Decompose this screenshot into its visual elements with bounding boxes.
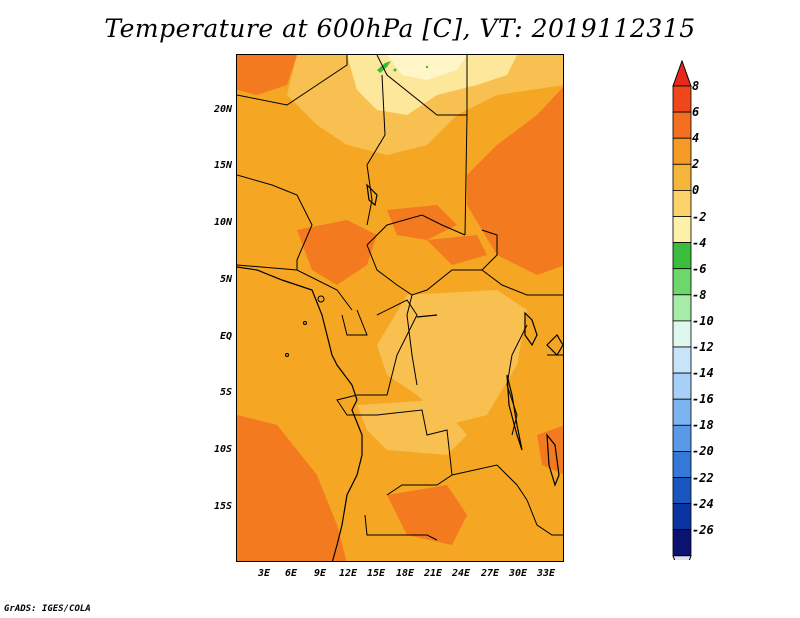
warm-patch-south <box>387 485 467 545</box>
colorbar-segment <box>672 529 692 557</box>
lon-label: 15E <box>366 568 386 579</box>
warm-patch-mozambique <box>537 425 563 475</box>
colorbar-segment <box>672 85 692 113</box>
colorbar-label: -16 <box>692 392 714 407</box>
warm-region-sudan <box>467 87 563 275</box>
lat-label: 15N <box>213 160 232 171</box>
colorbar-label: -6 <box>692 261 707 276</box>
colorbar-label: 0 <box>692 183 700 198</box>
colorbar-segment <box>672 268 692 296</box>
colorbar-label: -22 <box>692 470 714 485</box>
lat-label: 10S <box>213 444 232 455</box>
colorbar-segment <box>672 242 692 270</box>
green-cold-dot-2 <box>425 65 429 69</box>
temperature-map <box>236 54 564 562</box>
colorbar <box>672 60 692 560</box>
colorbar-label: -10 <box>692 313 714 328</box>
colorbar-label: -4 <box>692 235 707 250</box>
green-cold-dot <box>393 68 397 72</box>
lat-label: 10N <box>213 217 232 228</box>
colorbar-bottom-arrow <box>672 555 692 560</box>
colorbar-segment <box>672 320 692 348</box>
colorbar-segment <box>672 163 692 191</box>
lat-label: 20N <box>213 104 232 115</box>
grads-credit: GrADS: IGES/COLA <box>4 604 91 614</box>
lon-label: 6E <box>284 568 298 579</box>
warm-patch-car <box>387 205 457 240</box>
island-principe <box>303 321 307 325</box>
lon-label: 27E <box>480 568 500 579</box>
map-title: Temperature at 600hPa [C], VT: 201911231… <box>104 14 696 43</box>
colorbar-label: -8 <box>692 287 707 302</box>
island-bioko <box>317 295 325 303</box>
country-borders <box>237 55 563 541</box>
green-cold-spot <box>377 61 391 73</box>
lon-label: 9E <box>313 568 327 579</box>
lon-label: 3E <box>257 568 271 579</box>
lon-label: 30E <box>508 568 528 579</box>
map-canvas <box>237 55 563 561</box>
warm-region-northwest <box>237 55 297 95</box>
island-sao-tome <box>285 353 289 357</box>
colorbar-segment <box>672 216 692 244</box>
warm-patch-cameroon <box>297 220 377 285</box>
colorbar-label: -18 <box>692 418 714 433</box>
lon-label: 18E <box>395 568 415 579</box>
lat-label: EQ <box>219 331 232 342</box>
colorbar-segment <box>672 372 692 400</box>
colorbar-label: 4 <box>692 131 700 146</box>
colorbar-label: -12 <box>692 340 714 354</box>
cold-region-north <box>347 55 517 115</box>
colorbar-segment <box>672 450 692 478</box>
colorbar-label: -14 <box>692 366 714 381</box>
colorbar-label: 6 <box>692 105 700 120</box>
lat-label: 15S <box>213 501 232 512</box>
colorbar-label: 8 <box>692 79 700 93</box>
colorbar-label: 2 <box>692 157 700 172</box>
colorbar-segment <box>672 294 692 322</box>
colorbar-segment <box>672 346 692 374</box>
coastline <box>237 266 363 561</box>
warm-patch-car-east <box>427 235 487 265</box>
colorbar-segment <box>672 424 692 452</box>
colorbar-label: -2 <box>692 209 707 224</box>
colorbar-segment <box>672 398 692 426</box>
colorbar-label: -20 <box>692 444 714 459</box>
colorbar-segment <box>672 189 692 217</box>
lat-label: 5S <box>219 387 232 398</box>
colorbar-top-arrow <box>672 60 692 87</box>
colorbar-segment <box>672 503 692 531</box>
colorbar-segment <box>672 137 692 165</box>
lat-label: 5N <box>219 274 232 285</box>
colorbar-segment <box>672 477 692 505</box>
lon-label: 24E <box>451 568 471 579</box>
colorbar-label: -24 <box>692 496 714 511</box>
lon-label: 33E <box>536 568 556 579</box>
lon-label: 21E <box>423 568 443 579</box>
lon-label: 12E <box>338 568 358 579</box>
cool-region-congo <box>377 290 527 425</box>
warm-region-southwest <box>237 415 347 561</box>
colorbar-segment <box>672 111 692 139</box>
colorbar-label: -26 <box>692 522 714 537</box>
lakes <box>366 183 563 487</box>
